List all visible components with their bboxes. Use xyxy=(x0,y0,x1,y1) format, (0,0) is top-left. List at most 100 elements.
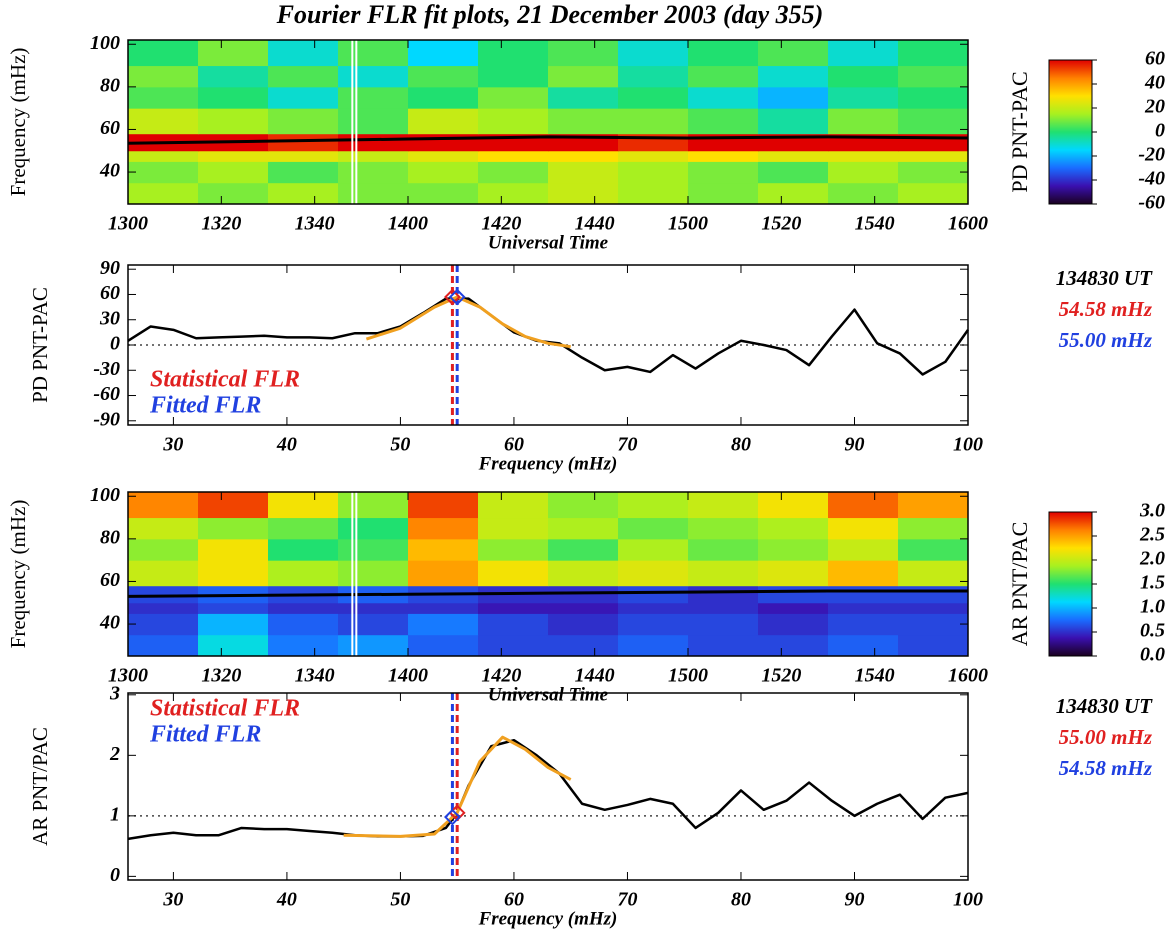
side-label: 55.00 mHz xyxy=(1059,725,1153,749)
heatmap-cell xyxy=(548,150,619,162)
heatmap-cell xyxy=(338,560,409,587)
y-tick-label: 80 xyxy=(100,526,120,548)
data-line xyxy=(127,297,970,376)
heatmap-cell xyxy=(408,108,479,135)
x-tick-label: 1340 xyxy=(295,213,335,235)
colorbar-tick-label: 1.5 xyxy=(1140,572,1165,594)
x-axis-title: Frequency (mHz) xyxy=(478,453,618,474)
x-tick-label: 50 xyxy=(390,434,410,456)
heatmap-cell xyxy=(478,492,549,519)
heatmap-cell xyxy=(408,613,479,636)
colorbar-tick-label: 3.0 xyxy=(1139,500,1165,522)
heatmap-cell xyxy=(198,108,269,135)
x-tick-label: 90 xyxy=(844,889,864,911)
heatmap-cell xyxy=(688,585,759,604)
x-tick-label: 1300 xyxy=(108,665,148,687)
y-tick-label: 60 xyxy=(100,569,120,591)
heatmap-cell xyxy=(758,86,829,109)
heatmap-cell xyxy=(898,86,969,109)
heatmap-cell xyxy=(408,40,479,67)
heatmap-cell xyxy=(338,86,409,109)
heatmap-cell xyxy=(268,161,339,184)
heatmap-cell xyxy=(338,634,409,657)
heatmap-cell xyxy=(128,560,199,587)
heatmap-cell xyxy=(408,150,479,162)
heatmap-cell xyxy=(268,613,339,636)
x-tick-label: 70 xyxy=(617,889,637,911)
heatmap-cell xyxy=(198,602,269,614)
heatmap-cell xyxy=(688,517,759,540)
x-tick-label: 1440 xyxy=(575,213,615,235)
figure-title: Fourier FLR fit plots, 21 December 2003 … xyxy=(276,0,824,29)
heatmap-cell xyxy=(478,108,549,135)
flr-marker xyxy=(444,288,461,306)
heatmap-cell xyxy=(128,65,199,88)
y-tick-label: 40 xyxy=(99,612,120,634)
colorbar-tick-label: 0.0 xyxy=(1140,644,1165,666)
heatmap-cell xyxy=(268,182,339,205)
heatmap-cell xyxy=(688,538,759,561)
heatmap-cell xyxy=(758,492,829,519)
heatmap-cell xyxy=(548,560,619,587)
y-axis-title: PD PNT-PAC xyxy=(28,287,52,403)
plot-frame xyxy=(127,264,969,426)
legend-entry: Fitted FLR xyxy=(149,393,261,419)
heatmap-cell xyxy=(198,40,269,67)
heatmap-cell xyxy=(688,182,759,205)
heatmap-cell xyxy=(128,182,199,205)
heatmap-cell xyxy=(828,602,899,614)
heatmap-cell xyxy=(478,161,549,184)
heatmap-cell xyxy=(618,108,689,135)
heatmap-cell xyxy=(338,492,409,519)
heatmap-cell xyxy=(758,602,829,614)
heatmap-cell xyxy=(548,86,619,109)
heatmap-cell xyxy=(758,585,829,604)
x-tick-label: 1300 xyxy=(108,213,148,235)
heatmap-cell xyxy=(548,634,619,657)
heatmap-cell xyxy=(758,65,829,88)
x-tick-label: 50 xyxy=(390,889,410,911)
heatmap-cell xyxy=(618,538,689,561)
heatmap-cell xyxy=(128,538,199,561)
heatmap-cell xyxy=(478,65,549,88)
heatmap-cell xyxy=(268,65,339,88)
heatmap-cell xyxy=(408,161,479,184)
x-tick-label: 30 xyxy=(162,889,183,911)
x-tick-label: 90 xyxy=(844,434,864,456)
legend-entry: Fitted FLR xyxy=(149,722,261,748)
heatmap-cell xyxy=(198,538,269,561)
heatmap-cell xyxy=(478,182,549,205)
colorbar-tick-label: 20 xyxy=(1144,96,1165,118)
colorbar xyxy=(1048,59,1093,205)
heatmap-cell xyxy=(898,182,969,205)
heatmap-cell xyxy=(338,133,409,152)
heatmap-cell xyxy=(828,538,899,561)
heatmap-cell xyxy=(828,65,899,88)
side-label: 54.58 mHz xyxy=(1059,756,1153,780)
x-axis-title: Universal Time xyxy=(488,684,609,705)
x-tick-label: 100 xyxy=(953,889,983,911)
colorbar-tick-label: 1.0 xyxy=(1140,596,1165,618)
side-label: 54.58 mHz xyxy=(1059,297,1153,321)
heatmap-cell xyxy=(828,182,899,205)
heatmap-cell xyxy=(198,560,269,587)
heatmap-cell xyxy=(408,602,479,614)
x-tick-label: 1500 xyxy=(668,213,708,235)
heatmap-cell xyxy=(408,86,479,109)
x-tick-label: 1500 xyxy=(668,665,708,687)
heatmap-cell xyxy=(478,40,549,67)
x-axis-title: Universal Time xyxy=(488,232,609,253)
x-tick-label: 80 xyxy=(731,889,751,911)
heatmap-cell xyxy=(688,65,759,88)
heatmap-cell xyxy=(338,602,409,614)
heatmap-cell xyxy=(198,65,269,88)
x-tick-label: 100 xyxy=(953,434,983,456)
heatmap-cell xyxy=(548,613,619,636)
heatmap-cell xyxy=(688,492,759,519)
heatmap-cell xyxy=(898,560,969,587)
x-tick-label: 40 xyxy=(276,889,297,911)
heatmap-cell xyxy=(268,86,339,109)
heatmap-cell xyxy=(268,602,339,614)
heatmap-cell xyxy=(128,585,199,604)
